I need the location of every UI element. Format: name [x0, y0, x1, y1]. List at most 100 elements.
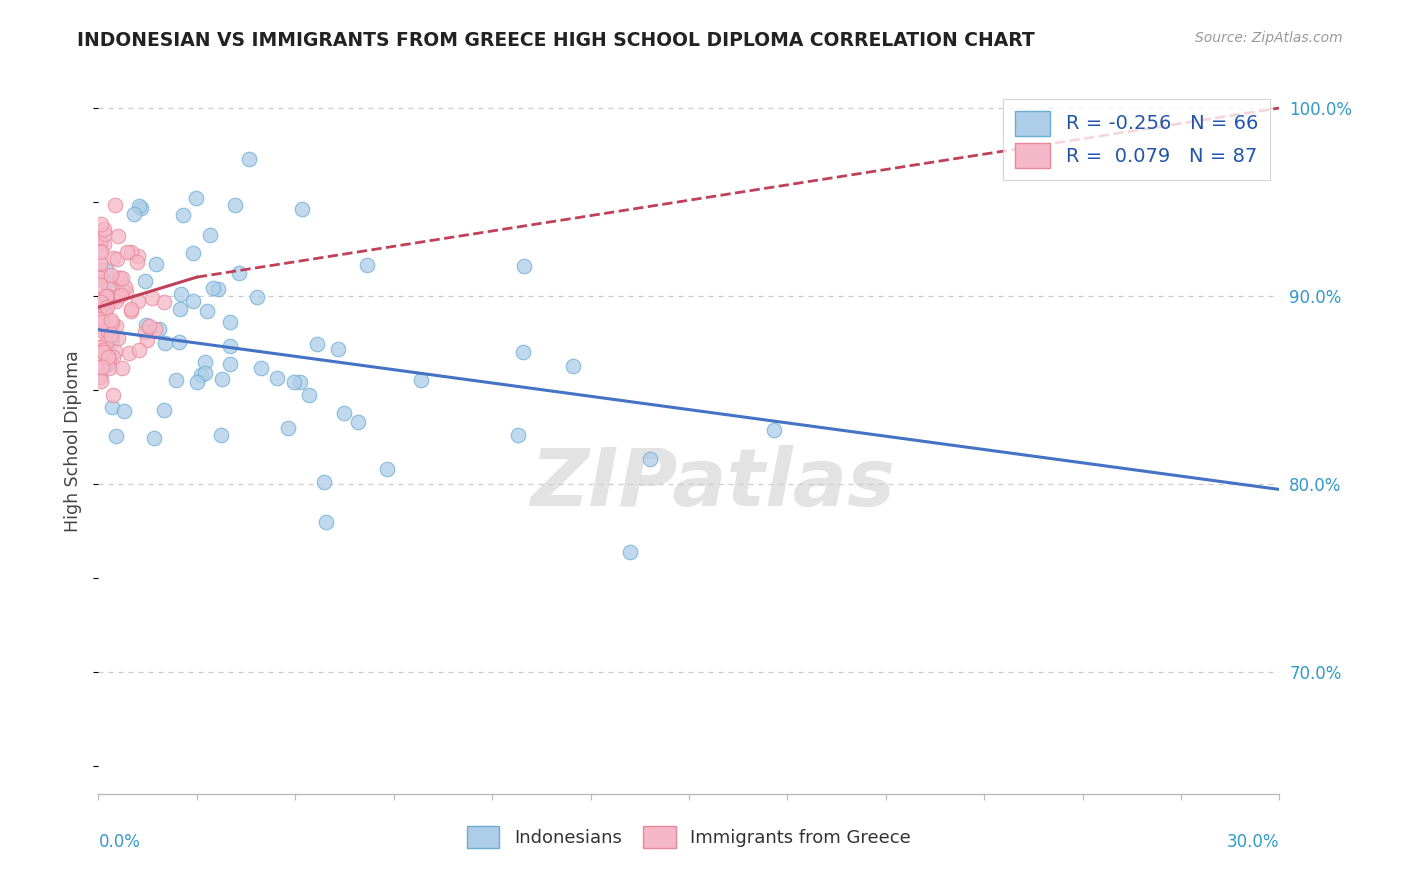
Point: [120, 302, 142, 317]
Point: [288, 376, 311, 390]
Point: [97, 324, 120, 338]
Point: [98, 353, 121, 368]
Point: [93, 237, 115, 252]
Point: [307, 337, 329, 351]
Point: [141, 291, 163, 305]
Point: [409, 373, 432, 387]
Y-axis label: High School Diploma: High School Diploma: [65, 351, 83, 533]
Point: [250, 361, 273, 376]
Point: [194, 355, 217, 369]
Point: [91, 339, 114, 353]
Point: [209, 428, 232, 442]
Point: [153, 336, 176, 351]
Point: [100, 313, 122, 327]
Point: [89, 370, 111, 384]
Point: [105, 318, 128, 333]
Point: [167, 334, 190, 349]
Point: [93, 322, 115, 336]
Point: [90, 217, 112, 231]
Legend: Indonesians, Immigrants from Greece: Indonesians, Immigrants from Greece: [460, 819, 918, 855]
Point: [90, 374, 112, 388]
Point: [91, 359, 114, 374]
Point: [114, 280, 136, 294]
Point: [100, 348, 122, 362]
Point: [103, 252, 125, 266]
Point: [94, 301, 117, 316]
Point: [238, 152, 260, 166]
Point: [638, 452, 661, 467]
Point: [218, 357, 240, 371]
Point: [145, 257, 167, 271]
Point: [91, 295, 114, 310]
Point: [153, 295, 176, 310]
Point: [181, 294, 204, 309]
Point: [97, 290, 120, 304]
Point: [326, 342, 349, 356]
Point: [90, 298, 112, 312]
Point: [184, 191, 207, 205]
Point: [100, 316, 122, 330]
Point: [103, 291, 125, 305]
Point: [134, 274, 156, 288]
Point: [89, 236, 111, 251]
Point: [190, 368, 212, 382]
Point: [111, 271, 134, 285]
Point: [105, 289, 128, 303]
Point: [291, 202, 314, 217]
Point: [104, 344, 127, 359]
Point: [110, 288, 132, 302]
Point: [101, 350, 124, 364]
Point: [312, 475, 335, 490]
Point: [89, 340, 111, 354]
Point: [93, 227, 115, 241]
Point: [90, 294, 112, 309]
Point: [120, 304, 142, 318]
Point: [89, 256, 111, 270]
Text: INDONESIAN VS IMMIGRANTS FROM GREECE HIGH SCHOOL DIPLOMA CORRELATION CHART: INDONESIAN VS IMMIGRANTS FROM GREECE HIG…: [77, 31, 1035, 50]
Point: [135, 318, 157, 332]
Point: [142, 431, 165, 445]
Point: [277, 421, 299, 435]
Point: [89, 369, 111, 384]
Point: [125, 255, 148, 269]
Point: [90, 244, 112, 259]
Point: [195, 304, 218, 318]
Point: [127, 248, 149, 262]
Point: [105, 293, 128, 308]
Point: [228, 266, 250, 280]
Point: [120, 244, 142, 259]
Point: [91, 302, 114, 317]
Point: [170, 287, 193, 301]
Point: [97, 350, 120, 364]
Point: [169, 302, 191, 317]
Point: [89, 270, 111, 285]
Point: [89, 244, 111, 258]
Point: [89, 261, 111, 276]
Point: [91, 324, 114, 338]
Point: [108, 270, 131, 285]
Point: [101, 333, 124, 347]
Point: [136, 333, 159, 347]
Point: [356, 258, 378, 272]
Point: [118, 346, 141, 360]
Point: [202, 281, 225, 295]
Point: [143, 321, 166, 335]
Point: [91, 344, 114, 359]
Point: [128, 343, 150, 358]
Point: [153, 403, 176, 417]
Point: [98, 318, 121, 332]
Point: [107, 271, 129, 285]
Point: [91, 347, 114, 361]
Point: [94, 318, 117, 333]
Point: [94, 306, 117, 320]
Point: [194, 366, 217, 380]
Point: [375, 461, 398, 475]
Point: [117, 244, 139, 259]
Point: [198, 228, 221, 243]
Point: [114, 285, 136, 300]
Point: [128, 199, 150, 213]
Point: [283, 375, 305, 389]
Point: [298, 387, 321, 401]
Point: [90, 298, 112, 312]
Point: [89, 268, 111, 283]
